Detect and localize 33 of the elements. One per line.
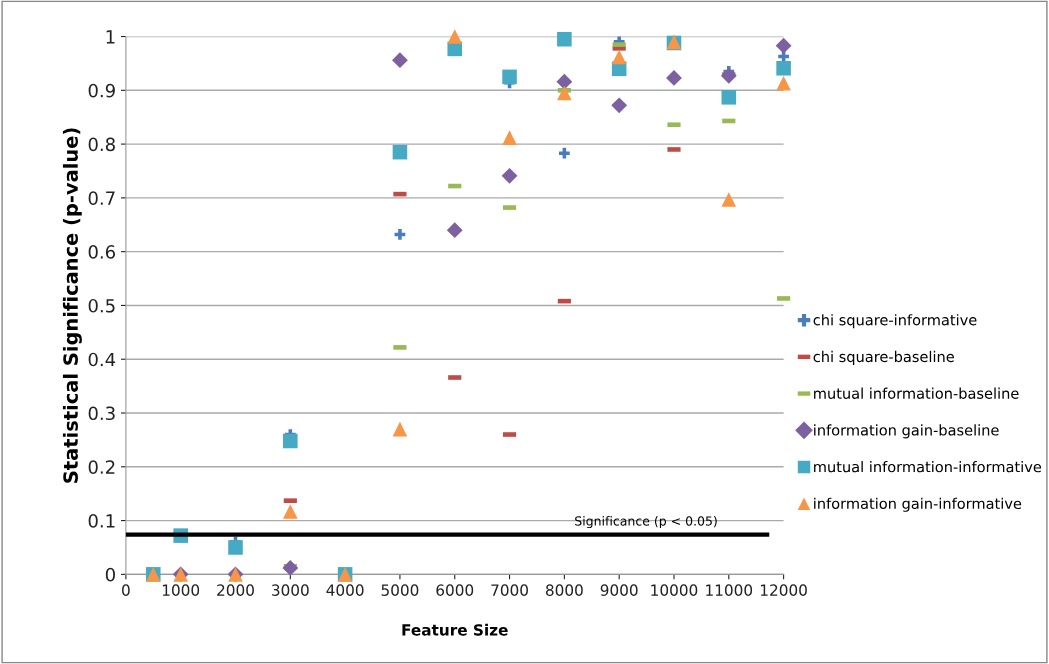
x-tick-label: 3000 [272,584,309,596]
ref-line-label: Significance (p < 0.05) [575,516,717,529]
y-tick-label: 0.7 [88,191,115,205]
x-tick-label: 8000 [545,584,583,596]
x-tick-label: 5000 [381,584,419,596]
x-axis-title: Feature Size [402,623,508,636]
x-tick-label: 7000 [491,584,528,596]
x-tick-label: 2000 [217,584,254,596]
legend-label: chi square-informative [813,314,977,329]
x-tick-label: 6000 [436,584,474,596]
legend-label: information gain-informative [814,497,1022,512]
x-tick-label: 9000 [600,584,638,596]
y-tick-label: 0.8 [88,137,115,152]
y-tick-label: 0.3 [88,406,115,421]
x-tick-label: 1000 [162,584,200,596]
y-tick-label: 0.4 [88,352,116,367]
y-tick-label: 0.9 [88,83,115,98]
x-tick-label: 12000 [760,584,807,596]
legend-label: mutual information-informative [814,461,1042,473]
x-tick-label: 0 [122,584,130,596]
y-tick-label: 0.1 [88,514,115,528]
y-tick-label: 0.2 [88,460,115,474]
y-tick-label: 0.5 [88,298,115,313]
x-tick-label: 10000 [651,584,698,596]
y-tick-label: 1 [106,30,115,44]
legend-label: mutual information-baseline [814,387,1019,399]
y-axis-title: Statistical Significance (p-value) [62,128,82,483]
legend-label: chi square-baseline [813,350,954,365]
x-tick-label: 4000 [326,584,364,596]
y-tick-label: 0 [105,567,115,582]
y-tick-label: 0.6 [88,245,116,259]
x-tick-label: 11000 [706,584,753,596]
legend-label: information gain-baseline [814,424,999,439]
